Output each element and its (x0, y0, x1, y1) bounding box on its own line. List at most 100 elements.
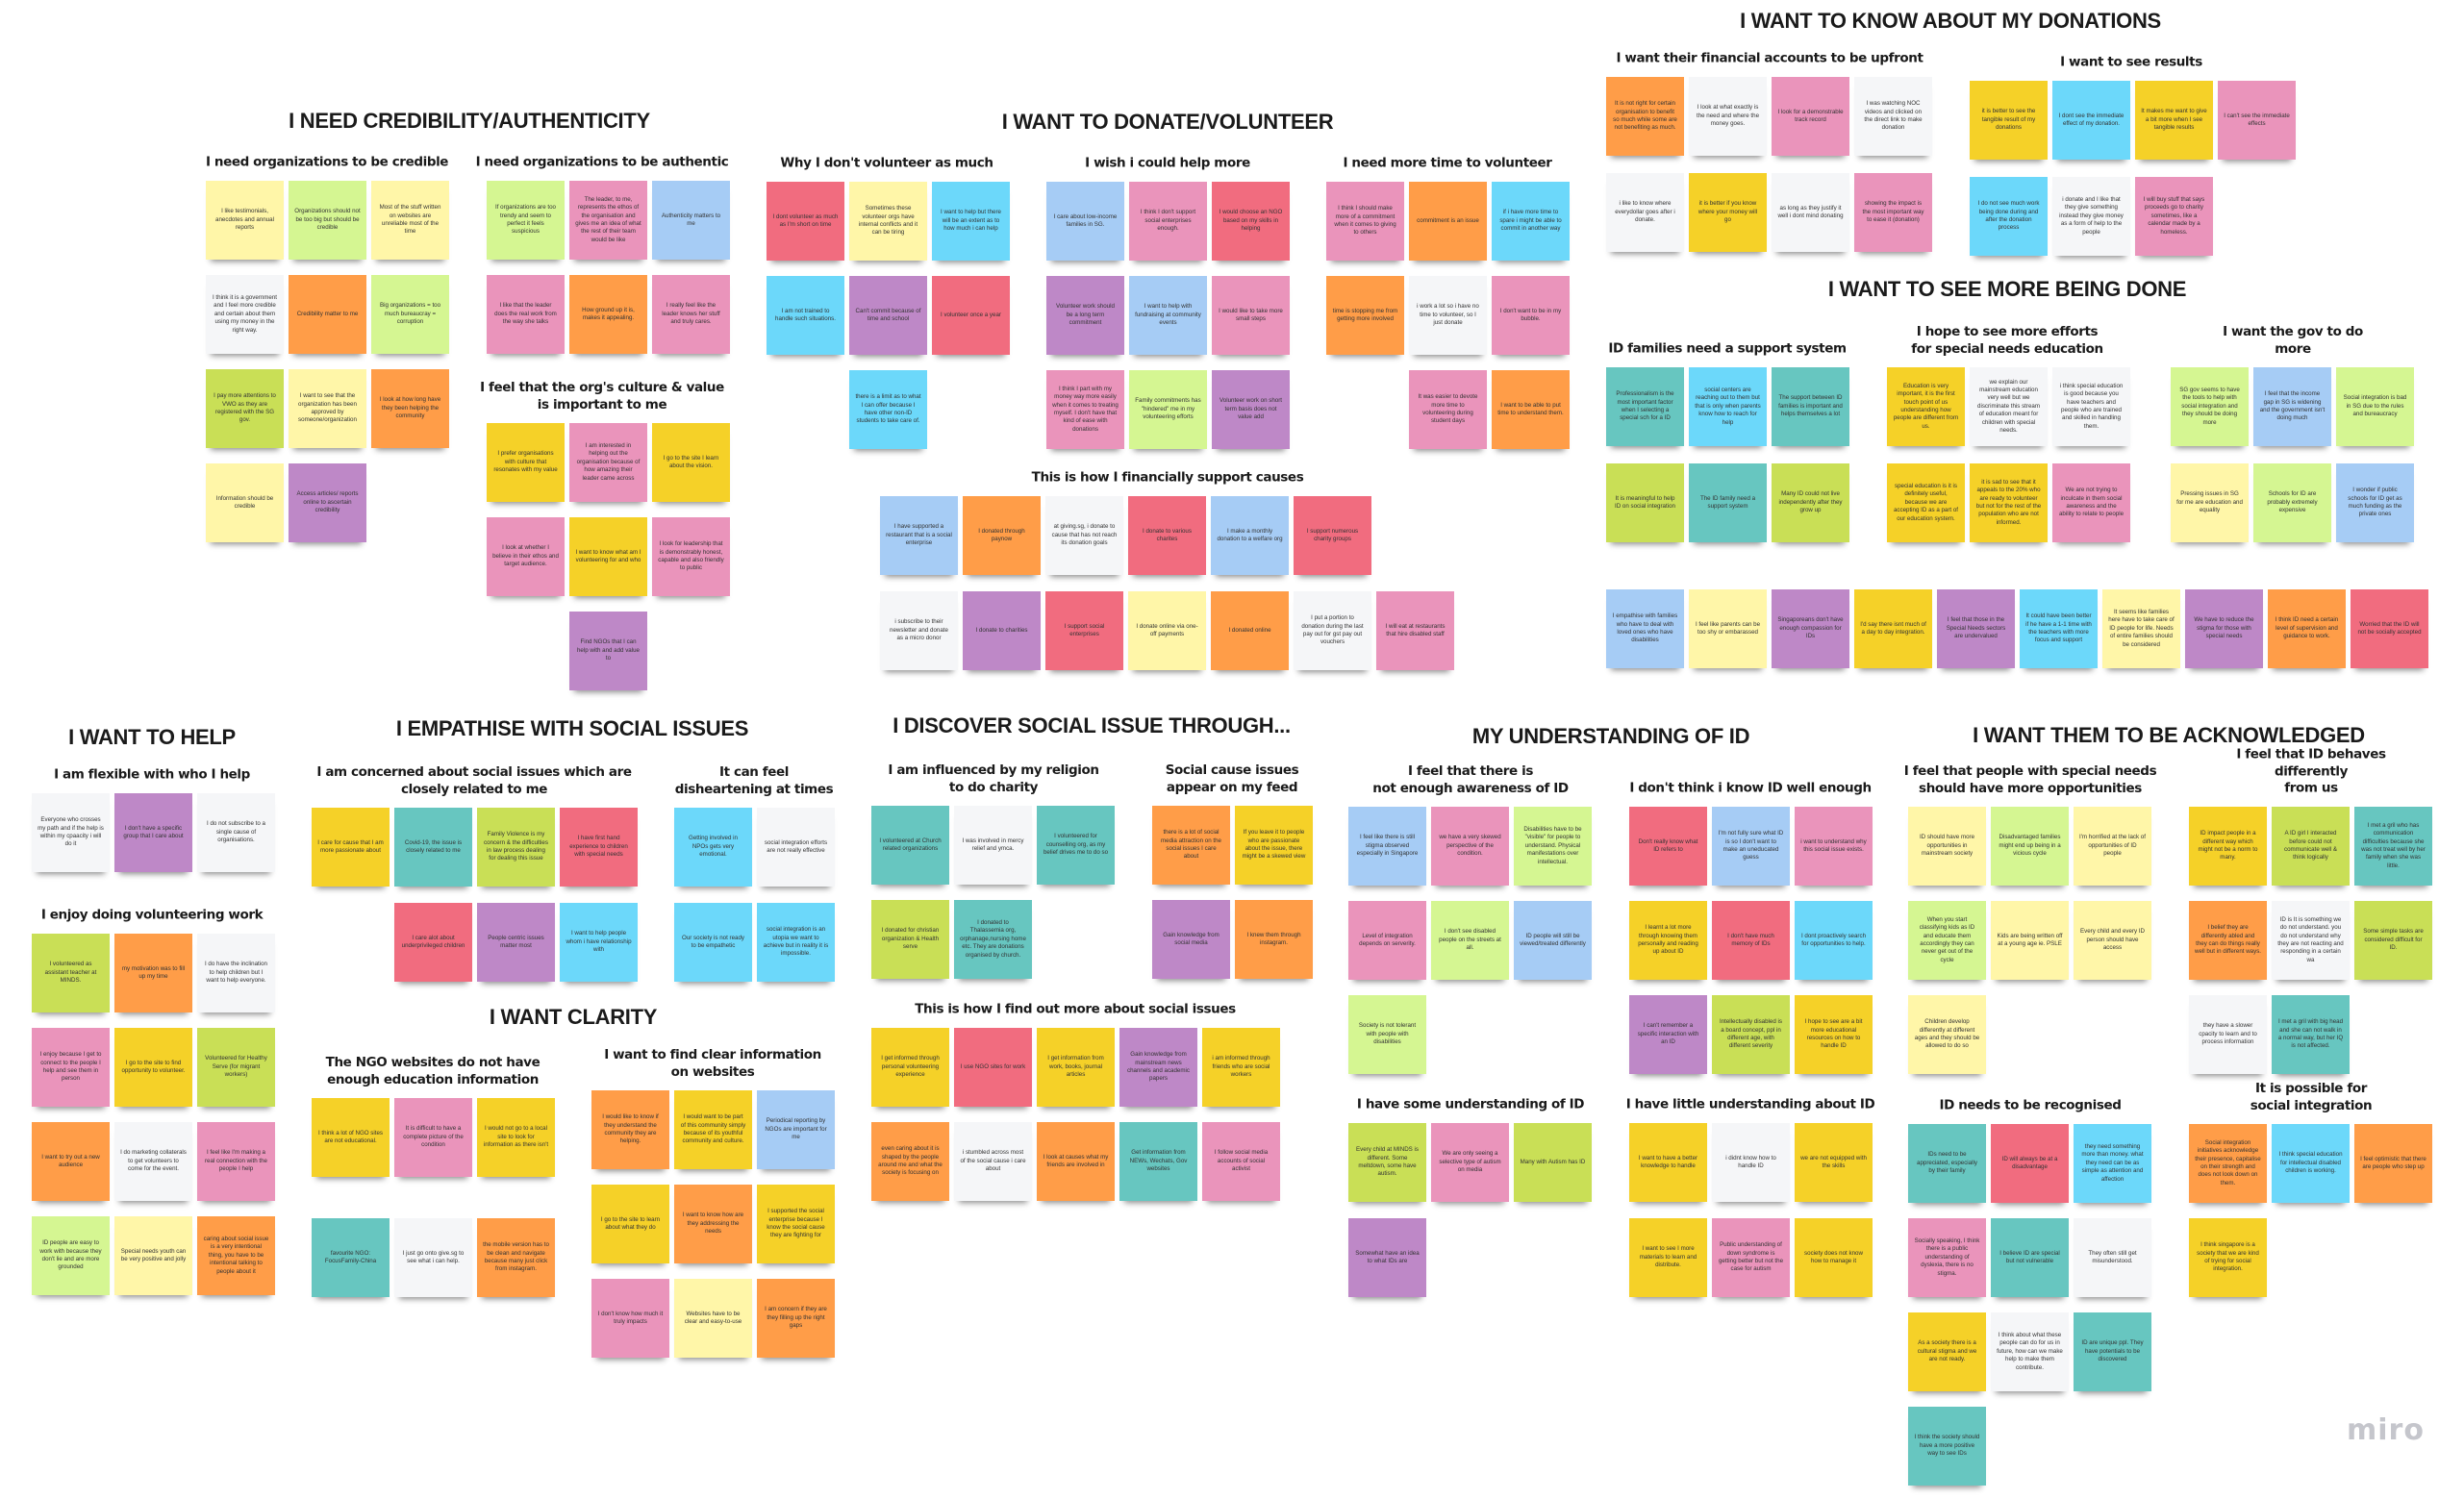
sticky-note[interactable]: I think about what these people can do f… (1991, 1312, 2069, 1391)
sticky-note[interactable]: we are not equipped with the skills (1795, 1123, 1873, 1202)
sticky-note[interactable]: Covid-19, the issue is closely related t… (394, 808, 472, 887)
sticky-note[interactable]: I support numerous charity groups (1294, 496, 1371, 575)
sticky-note[interactable]: Authenticity matters to me (652, 181, 730, 260)
sticky-note[interactable]: my motivation was to fill up my time (114, 934, 192, 1012)
sticky-note[interactable]: Worried that the ID will not be socially… (2351, 589, 2428, 668)
sticky-note[interactable]: i stumbled across most of the social cau… (954, 1122, 1032, 1201)
sticky-note[interactable]: as long as they justify it well i dont m… (1772, 173, 1849, 252)
sticky-note[interactable]: Kids are being written off at a young ag… (1991, 901, 2069, 980)
sticky-note[interactable]: I believe ID are special but not vulnera… (1991, 1218, 2069, 1297)
sticky-note[interactable]: I was watching NOC videos and clicked on… (1854, 77, 1932, 156)
sticky-note[interactable]: society does not know how to manage it (1795, 1218, 1873, 1297)
sticky-note[interactable]: I am interested in helping out the organ… (569, 423, 647, 502)
sticky-note[interactable]: it is sad to see that it appeals to the … (1970, 463, 2048, 542)
sticky-note[interactable]: Pressing issues in SG for me are educati… (2171, 463, 2249, 542)
sticky-note[interactable]: they need something more than money. wha… (2074, 1124, 2151, 1203)
sticky-note[interactable]: I don't want to be in my bubble. (1492, 276, 1570, 355)
sticky-note[interactable]: Intellectually disabled is a board conce… (1712, 995, 1790, 1074)
sticky-note[interactable]: I want to know what am I volunteering fo… (569, 517, 647, 596)
sticky-note[interactable]: I want to try out a new audience (32, 1122, 110, 1201)
sticky-note[interactable]: I have supported a restaurant that is a … (880, 496, 958, 575)
sticky-note[interactable]: ID should have more opportunities in mai… (1908, 807, 1986, 886)
sticky-note[interactable]: special education is it is definitely us… (1887, 463, 1965, 542)
sticky-note[interactable]: I go to the site to find opportunity to … (114, 1028, 192, 1107)
sticky-note[interactable]: I volunteered for counselling org, as my… (1037, 806, 1115, 885)
sticky-note[interactable]: I can't remember a specific interaction … (1629, 995, 1707, 1074)
sticky-note[interactable]: I dont see the immediate effect of my do… (2052, 81, 2130, 160)
sticky-note[interactable]: Can't commit because of time and school (849, 276, 927, 355)
sticky-note[interactable]: I think I don't support social enterpris… (1129, 182, 1207, 261)
sticky-note[interactable]: I want to see that the organization has … (289, 369, 366, 448)
sticky-note[interactable]: I'd say there isnt much of a day to day … (1854, 589, 1932, 668)
sticky-note[interactable]: Level of integration depends on serverit… (1348, 901, 1426, 980)
sticky-note[interactable]: i work a lot so i have no time to volunt… (1409, 276, 1487, 355)
sticky-note[interactable]: Volunteer work should be a long term com… (1046, 276, 1124, 355)
sticky-note[interactable]: caring about social issue is a very inte… (197, 1216, 275, 1295)
sticky-note[interactable]: Family Violence is my concern & the diff… (477, 808, 555, 887)
sticky-note[interactable]: showing the impact is the most important… (1854, 173, 1932, 252)
sticky-note[interactable]: I will eat at restaurants that hire disa… (1376, 591, 1454, 670)
sticky-note[interactable]: ID are unique ppl. They have potentials … (2074, 1312, 2151, 1391)
sticky-note[interactable]: I would not go to a local site to look f… (477, 1098, 555, 1177)
sticky-note[interactable]: ID people will still be viewed/treated d… (1514, 901, 1592, 980)
sticky-note[interactable]: I learnt a lot more through knowing them… (1629, 901, 1707, 980)
sticky-note[interactable]: I would like to take more small steps (1212, 276, 1290, 355)
sticky-note[interactable]: social centers are reaching out to them … (1689, 367, 1767, 446)
sticky-note[interactable]: It is not right for certain organisation… (1606, 77, 1684, 156)
sticky-note[interactable]: I donate to charities (963, 591, 1041, 670)
sticky-note[interactable]: I empathise with families who have to de… (1606, 589, 1684, 668)
sticky-note[interactable]: I don't know how much it truly impacts (591, 1279, 669, 1358)
sticky-note[interactable]: How ground up it is, makes it appealing. (569, 275, 647, 354)
sticky-note[interactable]: I'm horrified at the lack of opportuniti… (2074, 807, 2151, 886)
sticky-note[interactable]: I think a lot of NGO sites are not educa… (312, 1098, 390, 1177)
sticky-note[interactable]: IDs need to be appreciated, especially b… (1908, 1124, 1986, 1203)
sticky-note[interactable]: I think special education for intellectu… (2272, 1124, 2350, 1203)
sticky-note[interactable]: if i have more time to spare i might be … (1492, 182, 1570, 261)
sticky-note[interactable]: Most of the stuff written on websites ar… (371, 181, 449, 260)
sticky-note[interactable]: I use NGO sites for work (954, 1028, 1032, 1107)
sticky-note[interactable]: i didnt know how to handle ID (1712, 1123, 1790, 1202)
sticky-note[interactable]: it is better if you know where your mone… (1689, 173, 1767, 252)
sticky-note[interactable]: I do not see much work being done during… (1970, 177, 2048, 256)
sticky-note[interactable]: When you start classifying kids as ID an… (1908, 901, 1986, 980)
sticky-note[interactable]: It could have been better if he have a 1… (2020, 589, 2098, 668)
sticky-note[interactable]: I think it is a government and I feel mo… (206, 275, 284, 354)
sticky-note[interactable]: Professionalism is the most important fa… (1606, 367, 1684, 446)
sticky-note[interactable]: at giving.sg, i donate to cause that has… (1045, 496, 1123, 575)
sticky-note[interactable]: I want to have a better knowledge to han… (1629, 1123, 1707, 1202)
sticky-note[interactable]: It makes me want to give a bit more when… (2135, 81, 2213, 160)
sticky-note[interactable]: I care for cause that I am more passiona… (312, 808, 390, 887)
sticky-note[interactable]: I care about low-income families in SG. (1046, 182, 1124, 261)
sticky-note[interactable]: I look at what exactly is the need and w… (1689, 77, 1767, 156)
sticky-note[interactable]: I think singapore is a society that we a… (2189, 1218, 2267, 1297)
sticky-note[interactable]: I look at causes what my friends are inv… (1037, 1122, 1115, 1201)
sticky-note[interactable]: Websites have to be clear and easy-to-us… (674, 1279, 752, 1358)
sticky-note[interactable]: I don't see disabled people on the stree… (1431, 901, 1509, 980)
sticky-note[interactable]: Family commitments has "hindered" me in … (1129, 370, 1207, 449)
sticky-note[interactable]: I think ID need a certain level of super… (2268, 589, 2346, 668)
sticky-note[interactable]: I make a monthly donation to a welfare o… (1211, 496, 1289, 575)
sticky-note[interactable]: Big organizations = too much bureaucray … (371, 275, 449, 354)
sticky-note[interactable]: I don't have much memory of IDs (1712, 901, 1790, 980)
sticky-note[interactable]: Education is very important, it is the f… (1887, 367, 1965, 446)
sticky-note[interactable]: they have a slower cpacity to learn and … (2189, 995, 2267, 1074)
sticky-note[interactable]: I think I should make more of a commitme… (1326, 182, 1404, 261)
sticky-note[interactable]: Don't really know what ID refers to (1629, 807, 1707, 886)
sticky-note[interactable]: even caring about it is shaped by the pe… (871, 1122, 949, 1201)
sticky-note[interactable]: I would choose an NGO based on my skills… (1212, 182, 1290, 261)
sticky-note[interactable]: I wonder if public schools for ID get as… (2336, 463, 2414, 542)
sticky-note[interactable]: I feel like parents can be too shy or em… (1689, 589, 1767, 668)
sticky-note[interactable]: Every child and every ID person should h… (2074, 901, 2151, 980)
sticky-note[interactable]: I do not subscribe to a single cause of … (197, 793, 275, 872)
sticky-note[interactable]: Society is not tolerant with people with… (1348, 995, 1426, 1074)
sticky-note[interactable]: I like that the leader does the real wor… (487, 275, 565, 354)
sticky-note[interactable]: Credibility matter to me (289, 275, 366, 354)
sticky-note[interactable]: Everyone who crosses my path and if the … (32, 793, 110, 872)
sticky-note[interactable]: Many ID could not live independently aft… (1772, 463, 1849, 542)
sticky-note[interactable]: I like testimonials, anecdotes and annua… (206, 181, 284, 260)
sticky-note[interactable]: I feel that the income gap in SG is wide… (2253, 367, 2331, 446)
sticky-note[interactable]: I go to the site I learn about the visio… (652, 423, 730, 502)
sticky-note[interactable]: I would like to know if they understand … (591, 1090, 669, 1169)
sticky-note[interactable]: I was involved in mercy relief and ymca. (954, 806, 1032, 885)
sticky-note[interactable]: They often still get misunderstood. (2074, 1218, 2151, 1297)
